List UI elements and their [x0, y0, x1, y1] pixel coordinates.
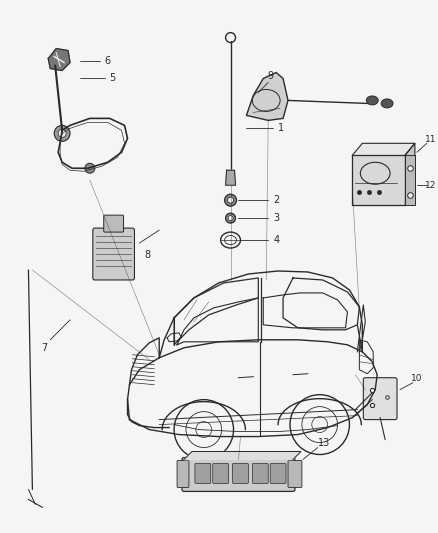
- FancyBboxPatch shape: [177, 461, 189, 487]
- Text: 6: 6: [105, 55, 111, 66]
- Text: 10: 10: [411, 374, 423, 383]
- FancyBboxPatch shape: [213, 464, 229, 483]
- FancyBboxPatch shape: [104, 215, 124, 232]
- FancyBboxPatch shape: [233, 464, 248, 483]
- Text: 11: 11: [425, 135, 436, 144]
- Circle shape: [85, 163, 95, 173]
- Circle shape: [228, 197, 233, 203]
- Circle shape: [228, 216, 233, 221]
- Text: 8: 8: [144, 250, 150, 260]
- FancyBboxPatch shape: [270, 464, 286, 483]
- Ellipse shape: [381, 99, 393, 108]
- Polygon shape: [353, 155, 405, 205]
- Text: 2: 2: [273, 195, 279, 205]
- Text: 3: 3: [273, 213, 279, 223]
- Polygon shape: [405, 143, 415, 205]
- Polygon shape: [353, 143, 415, 155]
- Text: 5: 5: [110, 74, 116, 84]
- Polygon shape: [226, 170, 236, 185]
- FancyBboxPatch shape: [363, 378, 397, 419]
- Circle shape: [225, 194, 237, 206]
- Text: 1: 1: [278, 123, 284, 133]
- Text: 4: 4: [273, 235, 279, 245]
- FancyBboxPatch shape: [288, 461, 302, 487]
- Circle shape: [226, 213, 236, 223]
- FancyBboxPatch shape: [195, 464, 211, 483]
- FancyBboxPatch shape: [93, 228, 134, 280]
- Polygon shape: [48, 49, 70, 70]
- FancyBboxPatch shape: [182, 457, 295, 491]
- Circle shape: [58, 130, 66, 138]
- Polygon shape: [247, 72, 288, 120]
- Text: 9: 9: [267, 71, 273, 82]
- Ellipse shape: [366, 96, 378, 105]
- Text: 7: 7: [41, 343, 47, 353]
- Circle shape: [54, 125, 70, 141]
- Bar: [405, 155, 415, 205]
- Polygon shape: [184, 451, 301, 459]
- Text: 13: 13: [318, 438, 330, 448]
- FancyBboxPatch shape: [252, 464, 268, 483]
- Text: 12: 12: [425, 181, 436, 190]
